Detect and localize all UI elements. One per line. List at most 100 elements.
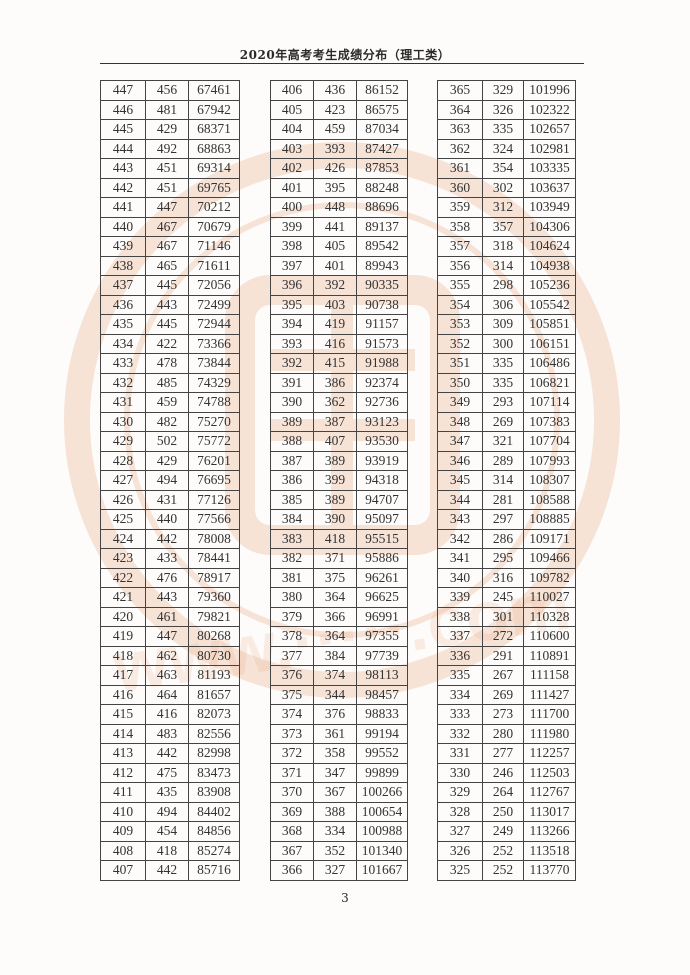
count-cell: 405: [313, 236, 357, 257]
table-row: 417 463 81193: [100, 665, 240, 686]
score-cell: 354: [437, 294, 483, 315]
cumulative-cell: 101340: [356, 840, 408, 861]
count-cell: 429: [145, 450, 189, 471]
score-cell: 374: [270, 704, 314, 725]
score-cell: 384: [270, 509, 314, 530]
table-row: 420 461 79821: [100, 606, 240, 627]
table-row: 412 475 83473: [100, 762, 240, 783]
cumulative-cell: 94707: [356, 489, 408, 510]
count-cell: 441: [313, 216, 357, 237]
cumulative-cell: 100988: [356, 821, 408, 842]
table-row: 349 293 107114: [437, 392, 576, 413]
table-row: 429 502 75772: [100, 431, 240, 452]
table-row: 373 361 99194: [270, 723, 408, 744]
table-row: 375 344 98457: [270, 684, 408, 705]
table-row: 382 371 95886: [270, 548, 408, 569]
count-cell: 478: [145, 353, 189, 374]
score-cell: 329: [437, 782, 483, 803]
score-cell: 372: [270, 743, 314, 764]
count-cell: 416: [313, 333, 357, 354]
score-cell: 326: [437, 840, 483, 861]
score-cell: 333: [437, 704, 483, 725]
cumulative-cell: 95097: [356, 509, 408, 530]
score-cell: 440: [100, 216, 146, 237]
table-row: 353 309 105851: [437, 314, 576, 335]
table-row: 418 462 80730: [100, 645, 240, 666]
cumulative-cell: 78008: [188, 528, 240, 549]
score-cell: 349: [437, 392, 483, 413]
cumulative-cell: 81193: [188, 665, 240, 686]
table-row: 443 451 69314: [100, 158, 240, 179]
cumulative-cell: 101996: [523, 80, 576, 101]
cumulative-cell: 103949: [523, 197, 576, 218]
count-cell: 416: [145, 704, 189, 725]
table-row: 327 249 113266: [437, 821, 576, 842]
cumulative-cell: 110328: [523, 606, 576, 627]
score-cell: 418: [100, 645, 146, 666]
count-cell: 440: [145, 509, 189, 530]
count-cell: 302: [482, 177, 524, 198]
count-cell: 318: [482, 236, 524, 257]
table-row: 433 478 73844: [100, 353, 240, 374]
count-cell: 376: [313, 704, 357, 725]
table-row: 387 389 93919: [270, 450, 408, 471]
table-row: 352 300 106151: [437, 333, 576, 354]
count-cell: 418: [145, 840, 189, 861]
cumulative-cell: 106486: [523, 353, 576, 374]
table-row: 332 280 111980: [437, 723, 576, 744]
score-cell: 355: [437, 275, 483, 296]
count-cell: 415: [313, 353, 357, 374]
cumulative-cell: 105851: [523, 314, 576, 335]
score-cell: 365: [437, 80, 483, 101]
cumulative-cell: 90738: [356, 294, 408, 315]
cumulative-cell: 102981: [523, 138, 576, 159]
score-cell: 442: [100, 177, 146, 198]
count-cell: 451: [145, 158, 189, 179]
score-cell: 361: [437, 158, 483, 179]
cumulative-cell: 98457: [356, 684, 408, 705]
page-number: 3: [341, 891, 349, 905]
score-cell: 407: [100, 860, 146, 881]
count-cell: 374: [313, 665, 357, 686]
count-cell: 316: [482, 567, 524, 588]
cumulative-cell: 86152: [356, 80, 408, 101]
cumulative-cell: 102657: [523, 119, 576, 140]
score-cell: 353: [437, 314, 483, 335]
count-cell: 326: [482, 99, 524, 120]
count-cell: 451: [145, 177, 189, 198]
table-row: 348 269 107383: [437, 411, 576, 432]
cumulative-cell: 82998: [188, 743, 240, 764]
table-row: 369 388 100654: [270, 801, 408, 822]
table-row: 392 415 91988: [270, 353, 408, 374]
score-cell: 362: [437, 138, 483, 159]
score-cell: 356: [437, 255, 483, 276]
count-cell: 465: [145, 255, 189, 276]
table-row: 409 454 84856: [100, 821, 240, 842]
count-cell: 366: [313, 606, 357, 627]
cumulative-cell: 107993: [523, 450, 576, 471]
table-row: 360 302 103637: [437, 177, 576, 198]
cumulative-cell: 91988: [356, 353, 408, 374]
table-row: 364 326 102322: [437, 99, 576, 120]
table-row: 391 386 92374: [270, 372, 408, 393]
table-row: 444 492 68863: [100, 138, 240, 159]
score-cell: 439: [100, 236, 146, 257]
table-row: 350 335 106821: [437, 372, 576, 393]
count-cell: 463: [145, 665, 189, 686]
count-cell: 393: [313, 138, 357, 159]
cumulative-cell: 92374: [356, 372, 408, 393]
score-cell: 445: [100, 119, 146, 140]
count-cell: 386: [313, 372, 357, 393]
count-cell: 435: [145, 782, 189, 803]
cumulative-cell: 107114: [523, 392, 576, 413]
count-cell: 269: [482, 684, 524, 705]
table-row: 390 362 92736: [270, 392, 408, 413]
cumulative-cell: 104306: [523, 216, 576, 237]
cumulative-cell: 113266: [523, 821, 576, 842]
table-row: 413 442 82998: [100, 743, 240, 764]
count-cell: 344: [313, 684, 357, 705]
count-cell: 387: [313, 411, 357, 432]
score-cell: 386: [270, 470, 314, 491]
table-row: 336 291 110891: [437, 645, 576, 666]
table-row: 354 306 105542: [437, 294, 576, 315]
